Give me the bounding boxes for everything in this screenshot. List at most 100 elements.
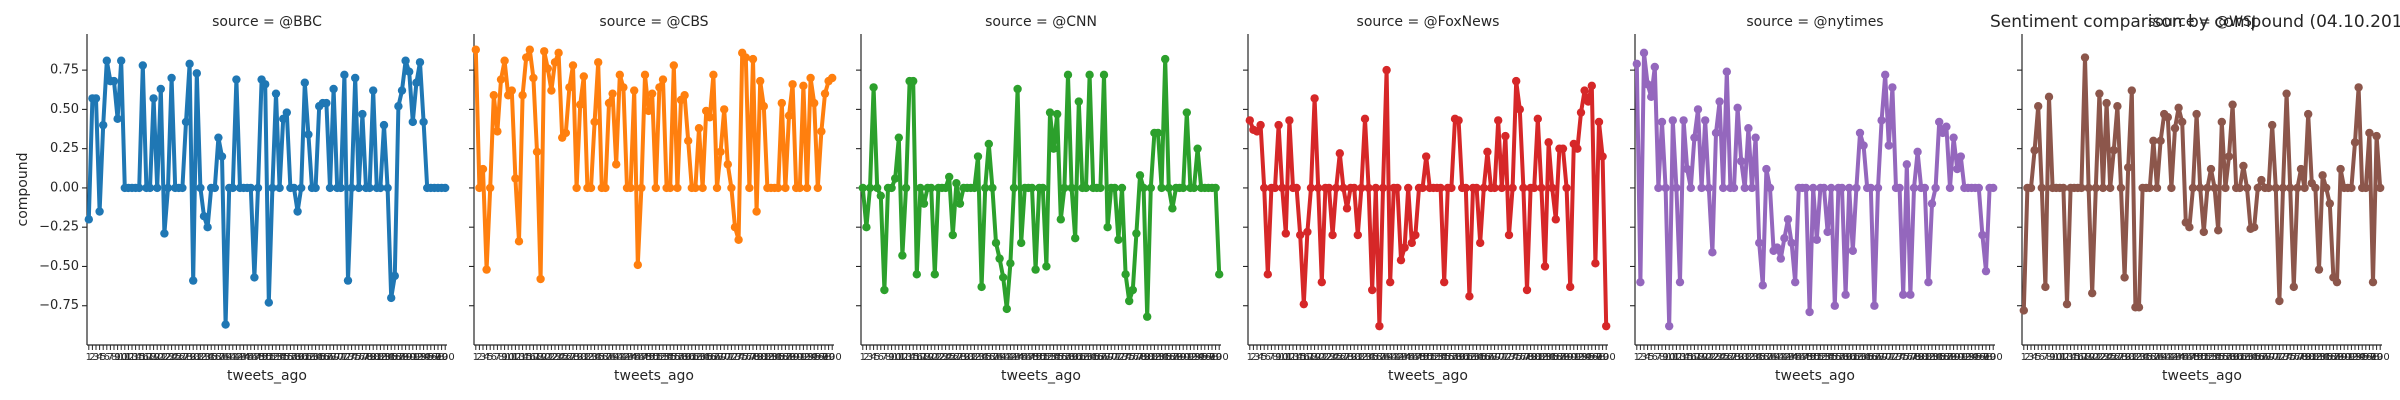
x-axis-label: tweets_ago	[614, 368, 694, 384]
point	[1722, 67, 1732, 76]
x-tick-label: 18	[918, 352, 931, 363]
x-tick-label: 65	[1474, 352, 1487, 363]
x-tick-label: 84	[381, 352, 394, 363]
x-tick-label: 79	[1911, 352, 1924, 363]
point	[1497, 183, 1507, 193]
x-tick-label: 54	[1821, 352, 1834, 363]
point	[117, 56, 126, 65]
x-tick-label: 29	[2118, 352, 2131, 363]
x-tick-label: 55	[1438, 352, 1451, 363]
point	[1591, 259, 1600, 268]
x-tick-label: 94	[2352, 352, 2365, 363]
point	[1447, 183, 1456, 193]
x-tick-label: 23	[1323, 352, 1336, 363]
x-tick-label: 68	[1872, 352, 1885, 363]
x-tick-label: 91	[1954, 352, 1967, 363]
x-tick-label: 94	[1191, 352, 1204, 363]
x-tick-label: 92	[1571, 352, 1584, 363]
point	[2314, 265, 2324, 274]
point	[401, 56, 410, 65]
point	[113, 114, 122, 124]
x-tick-label: 48	[1026, 352, 1039, 363]
point	[1956, 152, 1966, 161]
point	[666, 183, 675, 193]
point	[1780, 233, 1789, 243]
series-line	[2021, 55, 2383, 311]
x-tick-label: 17	[2075, 352, 2088, 363]
point	[1332, 183, 1341, 193]
x-tick-label: 79	[363, 352, 376, 363]
point	[984, 139, 993, 149]
point	[1081, 183, 1091, 193]
x-tick-label: 73	[729, 352, 742, 363]
x-tick-label: 45	[241, 352, 254, 363]
point	[325, 183, 335, 193]
x-tick-label: 17	[1688, 352, 1701, 363]
point	[2199, 227, 2208, 237]
x-tick-label: 13	[513, 352, 526, 363]
point	[1974, 183, 1984, 193]
point	[1009, 183, 1019, 193]
point	[1935, 117, 1944, 127]
x-tick-label: 39	[1380, 352, 1393, 363]
x-tick-label: 44	[1398, 352, 1411, 363]
x-tick-label: 46	[244, 352, 257, 363]
x-tick-label: 20	[151, 352, 164, 363]
x-tick-label: 87	[1166, 352, 1179, 363]
series-line	[1634, 50, 1994, 329]
x-tick-label: 68	[1098, 352, 1111, 363]
x-tick-label: 9	[1662, 352, 1668, 363]
x-tick-label: 4	[1644, 352, 1650, 363]
facet: source = @BBC −0.75 −0.50 −0.25 0.00 0.25 0.50…	[15, 14, 455, 384]
x-tick-label: 94	[804, 352, 817, 363]
point	[1877, 116, 1886, 125]
point	[1661, 183, 1670, 193]
point	[2170, 124, 2180, 133]
x-tick-label: 9	[114, 352, 120, 363]
point	[1164, 183, 1174, 193]
point	[1895, 183, 1904, 193]
point	[1801, 183, 1811, 193]
point	[1841, 290, 1850, 299]
point	[869, 83, 878, 92]
x-tick-label: 26	[559, 352, 572, 363]
point	[1182, 108, 1192, 117]
x-tick-label: 55	[277, 352, 290, 363]
x-tick-label: 64	[309, 352, 322, 363]
point	[705, 113, 714, 122]
point	[2214, 226, 2223, 235]
x-tick-label: 5	[1648, 352, 1654, 363]
x-tick-label: 21	[154, 352, 167, 363]
point	[478, 164, 488, 174]
x-tick-label: 57	[1445, 352, 1458, 363]
x-tick-label: 80	[1141, 352, 1154, 363]
point	[1324, 183, 1334, 193]
x-tick-label: 46	[1792, 352, 1805, 363]
x-tick-label: 80	[1915, 352, 1928, 363]
x-tick-label: 20	[925, 352, 938, 363]
point	[489, 91, 498, 100]
x-tick-label: 25	[1717, 352, 1730, 363]
x-tick-label: 95	[1582, 352, 1595, 363]
x-tick-label: 29	[183, 352, 196, 363]
point	[2062, 299, 2072, 309]
x-tick-label: 7	[881, 352, 887, 363]
x-tick-label: 13	[1674, 352, 1687, 363]
point	[2167, 183, 2176, 193]
point	[1042, 262, 1051, 271]
point	[586, 183, 596, 193]
point	[181, 117, 191, 127]
x-tick-label: 82	[2309, 352, 2322, 363]
x-tick-label: 67	[2255, 352, 2268, 363]
point	[1085, 70, 1094, 80]
x-tick-label: 71	[1882, 352, 1895, 363]
x-tick-label: 82	[1922, 352, 1935, 363]
point	[340, 70, 349, 80]
x-tick-label: 63	[1467, 352, 1480, 363]
point	[1179, 183, 1188, 193]
x-tick-label: 61	[298, 352, 311, 363]
point	[1809, 183, 1818, 193]
point	[1056, 215, 1066, 224]
x-tick-label: 78	[360, 352, 373, 363]
point	[828, 73, 837, 83]
